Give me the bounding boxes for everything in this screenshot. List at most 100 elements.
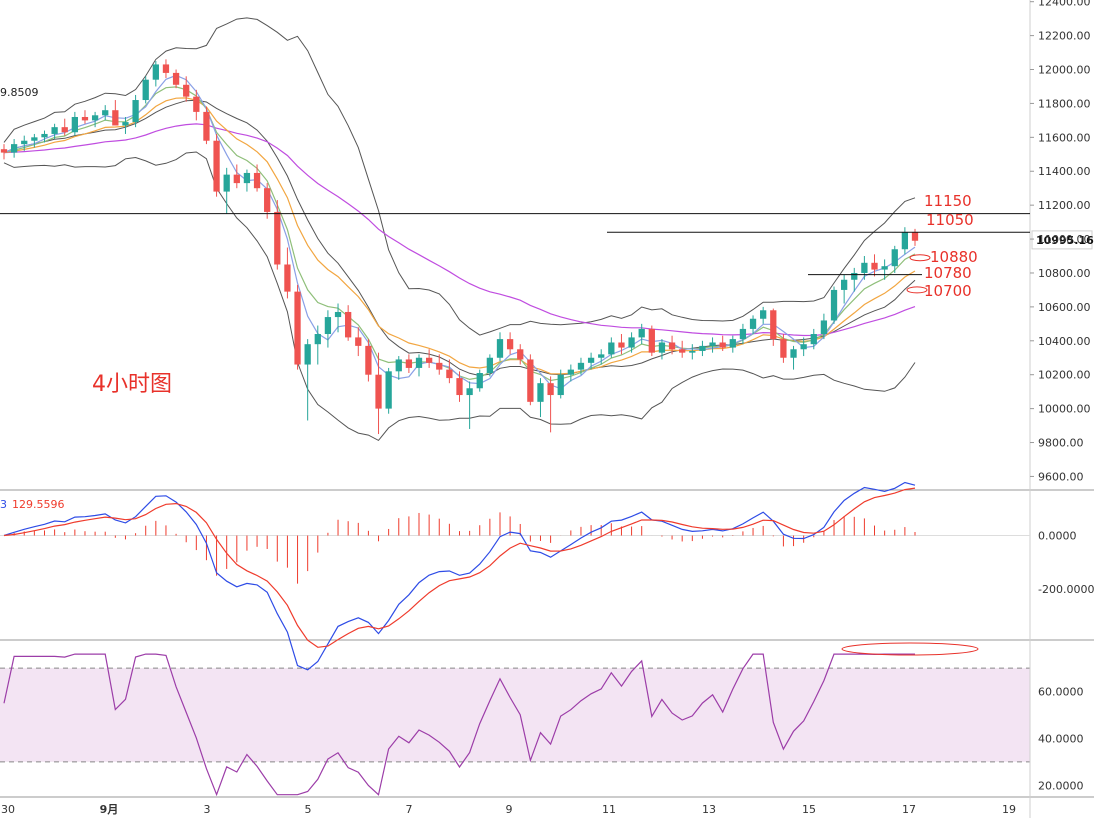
candle-body [425, 357, 433, 363]
candle-body [21, 140, 28, 145]
candle-body [41, 133, 48, 138]
candle-body [679, 349, 686, 353]
candle-body [638, 328, 645, 338]
candle-body [243, 172, 251, 184]
x-tick-label: 13 [702, 803, 716, 816]
bollinger-upper-line [3, 17, 916, 336]
candle-body [334, 311, 342, 318]
macd-tick-label: 0.0000 [1038, 530, 1077, 543]
highlight-ellipse [909, 254, 931, 262]
x-tick-label: 5 [305, 803, 312, 816]
candle-body [699, 345, 706, 351]
candle-body [102, 110, 109, 116]
candle-body [608, 342, 615, 355]
candle-body [284, 264, 291, 292]
candle-body [506, 339, 514, 350]
x-tick-label: 15 [802, 803, 816, 816]
rsi-tick-label: 20.0000 [1038, 779, 1084, 792]
candle-body [689, 350, 696, 353]
candle-body [577, 362, 585, 370]
level-label-10780: 10780 [924, 264, 972, 282]
candle-body [709, 342, 716, 346]
rsi-band [0, 668, 1030, 762]
bollinger-lower-line [3, 151, 916, 442]
ma-20-line [3, 97, 916, 375]
candle-body [395, 359, 402, 372]
rsi-tick-label: 40.0000 [1038, 732, 1084, 745]
candle-body [760, 310, 767, 319]
y-tick-label: 11600.00 [1038, 131, 1091, 144]
ma-long-line [3, 123, 916, 337]
rsi-highlight-ellipse [841, 642, 979, 656]
y-tick-label: 9800.00 [1038, 437, 1084, 450]
y-tick-label: 12000.00 [1038, 64, 1091, 77]
candle-body [193, 96, 200, 112]
candle-body [213, 140, 220, 192]
last-price-tag [1031, 230, 1093, 250]
x-tick-label: 7 [406, 803, 413, 816]
candle-body [385, 371, 392, 409]
candle-body [841, 279, 848, 290]
y-tick-label: 12400.00 [1038, 0, 1091, 9]
candle-body [557, 374, 564, 396]
candle-body [668, 342, 676, 350]
candle-body [446, 369, 453, 379]
candle-body [658, 342, 666, 353]
candle-body [142, 79, 149, 101]
x-tick-label: 9月 [100, 803, 119, 816]
y-tick-label: 11400.00 [1038, 165, 1091, 178]
macd-line [3, 481, 916, 671]
x-tick-label: 9 [506, 803, 513, 816]
candle-body [547, 383, 554, 396]
candle-body [203, 111, 210, 141]
level-label-10700: 10700 [924, 282, 972, 300]
macd-value-label: 129.5596 [12, 498, 65, 511]
candle-body [355, 337, 362, 346]
candle-body [648, 328, 655, 353]
x-tick-label: 30 [1, 803, 15, 816]
y-tick-label: 10400.00 [1038, 335, 1091, 348]
candle-body [61, 127, 68, 133]
candle-body [0, 149, 8, 153]
candle-body [628, 337, 635, 348]
y-tick-label: 11000.00 [1038, 233, 1091, 246]
candle-body [152, 64, 159, 80]
candle-body [91, 115, 99, 121]
candle-body [810, 334, 817, 345]
bollinger-middle-line [3, 99, 916, 377]
candle-body [820, 320, 828, 335]
candle-body [598, 354, 605, 358]
candle-body [496, 339, 504, 358]
candle-body [324, 317, 332, 335]
candle-body [81, 116, 89, 121]
candle-body [830, 289, 838, 321]
y-tick-label: 12200.00 [1038, 30, 1091, 43]
candle-body [587, 357, 595, 363]
candle-body [567, 369, 574, 375]
level-label-10880: 10880 [930, 248, 978, 266]
candle-body [527, 359, 534, 402]
y-tick-label: 11200.00 [1038, 199, 1091, 212]
candle-body [375, 374, 382, 409]
candle-body [456, 378, 463, 396]
x-tick-label: 3 [204, 803, 211, 816]
candle-body [183, 84, 190, 97]
y-tick-label: 10600.00 [1038, 301, 1091, 314]
candle-body [881, 266, 888, 270]
level-label-11150: 11150 [924, 192, 972, 210]
candle-body [770, 310, 777, 340]
candle-body [911, 232, 919, 241]
macd-value-prefix: 3 [0, 498, 7, 511]
candle-body [729, 339, 736, 348]
candle-body [71, 116, 78, 133]
candle-body [274, 211, 281, 265]
y-tick-label: 11800.00 [1038, 97, 1091, 110]
highlight-ellipse [906, 286, 928, 294]
candle-body [517, 349, 524, 360]
candle-body [264, 188, 271, 212]
candle-body [365, 345, 372, 375]
candle-body [132, 100, 139, 123]
candle-body [790, 349, 797, 358]
candle-body [294, 291, 301, 365]
